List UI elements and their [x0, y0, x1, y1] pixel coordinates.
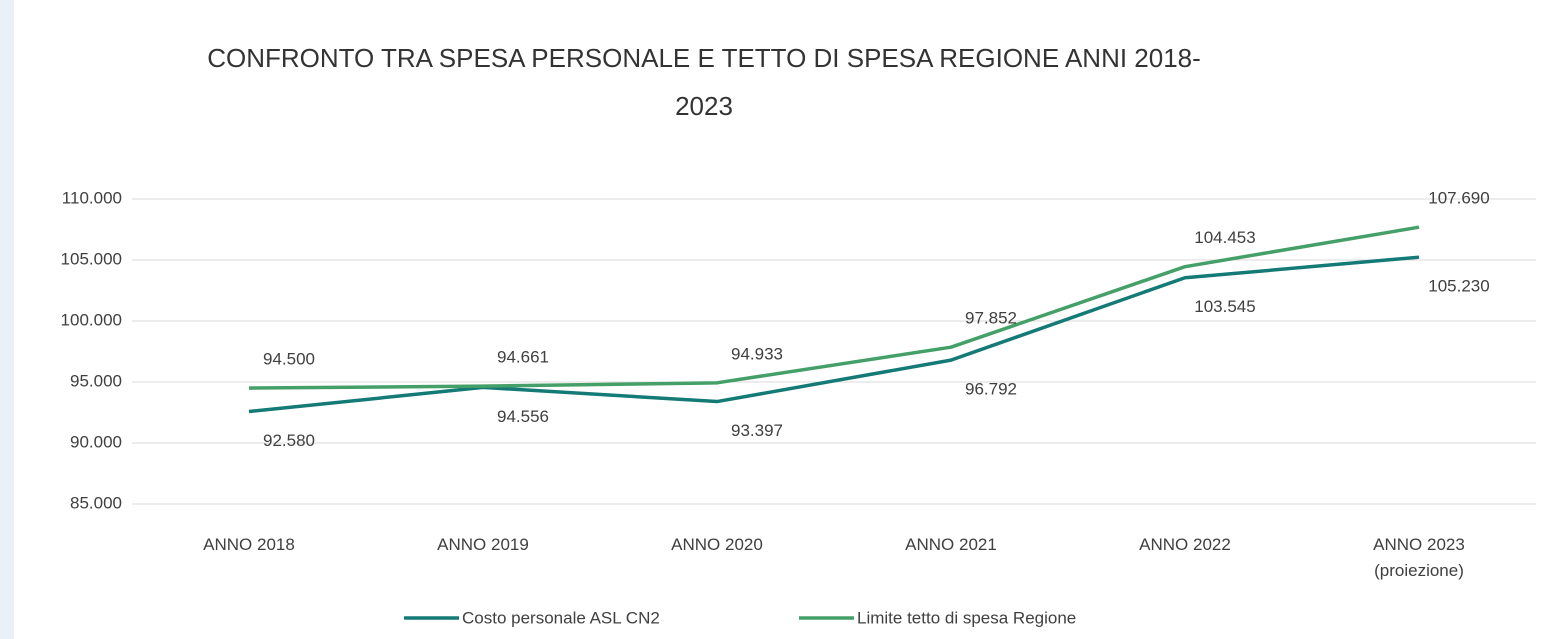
y-tick-label: 90.000: [70, 432, 122, 451]
data-label: 94.556: [497, 407, 549, 426]
x-tick-label: ANNO 2021: [905, 535, 997, 554]
y-tick-label: 95.000: [70, 371, 122, 390]
data-label: 94.661: [497, 348, 549, 367]
data-label: 96.792: [965, 380, 1017, 399]
data-label: 97.852: [965, 309, 1017, 328]
data-label: 103.545: [1194, 297, 1255, 316]
data-label: 94.933: [731, 344, 783, 363]
y-tick-label: 110.000: [62, 188, 122, 207]
y-tick-label: 100.000: [61, 310, 122, 329]
x-tick-label: ANNO 2023 (proiezione): [1373, 535, 1465, 580]
data-label: 94.500: [263, 350, 315, 369]
series-line: [248, 225, 1420, 390]
x-tick-label: ANNO 2020: [671, 535, 763, 554]
chart-title: CONFRONTO TRA SPESA PERSONALE E TETTO DI…: [207, 43, 1201, 121]
chart-area: CONFRONTO TRA SPESA PERSONALE E TETTO DI…: [14, 0, 1541, 639]
legend-label: Limite tetto di spesa Regione: [857, 608, 1076, 627]
chart: 85.000 90.000 95.000 100.000 105.000 110.000 9…: [61, 188, 1536, 627]
y-tick-label: 85.000: [70, 493, 122, 512]
data-label: 93.397: [731, 421, 783, 440]
x-tick-label: ANNO 2019: [437, 535, 529, 554]
x-tick-label: ANNO 2018: [203, 535, 295, 554]
legend-label: Costo personale ASL CN2: [462, 608, 660, 627]
data-label: 92.580: [263, 431, 315, 450]
data-label: 105.230: [1428, 277, 1489, 296]
y-tick-label: 105.000: [61, 249, 122, 268]
x-tick-label: ANNO 2022: [1139, 535, 1231, 554]
data-label: 104.453: [1194, 228, 1255, 247]
data-label: 107.690: [1428, 189, 1489, 208]
series-line: [248, 255, 1420, 414]
